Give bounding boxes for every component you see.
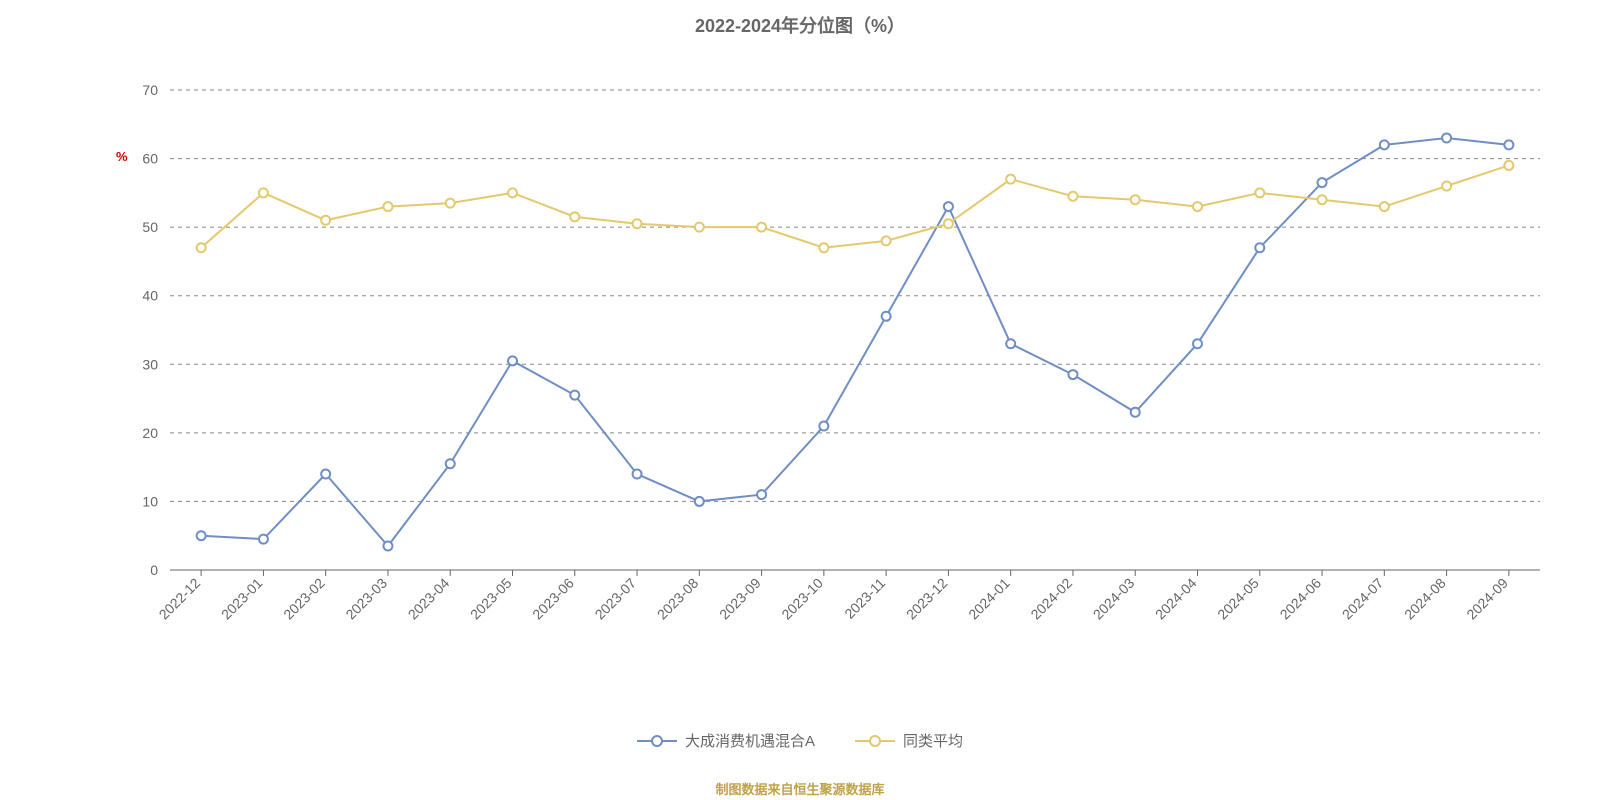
svg-text:2023-09: 2023-09	[716, 575, 764, 623]
svg-text:2024-02: 2024-02	[1027, 575, 1075, 623]
svg-text:0: 0	[150, 562, 158, 578]
svg-text:2023-06: 2023-06	[529, 575, 577, 623]
percentile-chart: 2022-2024年分位图（%） % 0 10 20 30 40 50 60 70 2022-1…	[0, 0, 1600, 800]
svg-text:70: 70	[142, 82, 158, 98]
svg-text:20: 20	[142, 425, 158, 441]
chart-footer: 制图数据来自恒生聚源数据库	[0, 779, 1600, 798]
svg-text:2023-12: 2023-12	[903, 575, 951, 623]
svg-text:50: 50	[142, 219, 158, 235]
svg-text:2022-12: 2022-12	[156, 575, 204, 623]
legend-label: 大成消费机遇混合A	[685, 730, 815, 751]
chart-title: 2022-2024年分位图（%）	[0, 12, 1600, 38]
legend-item[interactable]: 同类平均	[855, 730, 963, 751]
legend-swatch	[637, 734, 677, 748]
svg-text:2024-05: 2024-05	[1214, 575, 1262, 623]
svg-text:2024-01: 2024-01	[965, 575, 1013, 623]
chart-legend: 大成消费机遇混合A 同类平均	[0, 730, 1600, 751]
svg-text:2024-06: 2024-06	[1277, 575, 1325, 623]
svg-text:30: 30	[142, 356, 158, 372]
svg-text:2023-10: 2023-10	[778, 575, 826, 623]
svg-text:40: 40	[142, 288, 158, 304]
svg-text:2023-04: 2023-04	[405, 575, 453, 623]
svg-text:2023-05: 2023-05	[467, 575, 515, 623]
svg-text:2023-02: 2023-02	[280, 575, 328, 623]
svg-text:60: 60	[142, 151, 158, 167]
legend-swatch	[855, 734, 895, 748]
svg-text:2024-07: 2024-07	[1339, 575, 1387, 623]
legend-label: 同类平均	[903, 730, 963, 751]
svg-text:2023-08: 2023-08	[654, 575, 702, 623]
svg-text:2024-04: 2024-04	[1152, 575, 1200, 623]
svg-text:2024-09: 2024-09	[1463, 575, 1511, 623]
legend-item[interactable]: 大成消费机遇混合A	[637, 730, 815, 751]
y-axis-unit: %	[116, 149, 128, 164]
chart-plot-area: 0 10 20 30 40 50 60 70 2022-12 2023-01 2023-02 2023…	[0, 0, 1600, 800]
svg-text:2024-03: 2024-03	[1090, 575, 1138, 623]
svg-text:10: 10	[142, 493, 158, 509]
svg-text:2023-03: 2023-03	[342, 575, 390, 623]
svg-text:2023-01: 2023-01	[218, 575, 266, 623]
svg-text:2024-08: 2024-08	[1401, 575, 1449, 623]
svg-text:2023-07: 2023-07	[592, 575, 640, 623]
svg-text:2023-11: 2023-11	[841, 575, 888, 622]
